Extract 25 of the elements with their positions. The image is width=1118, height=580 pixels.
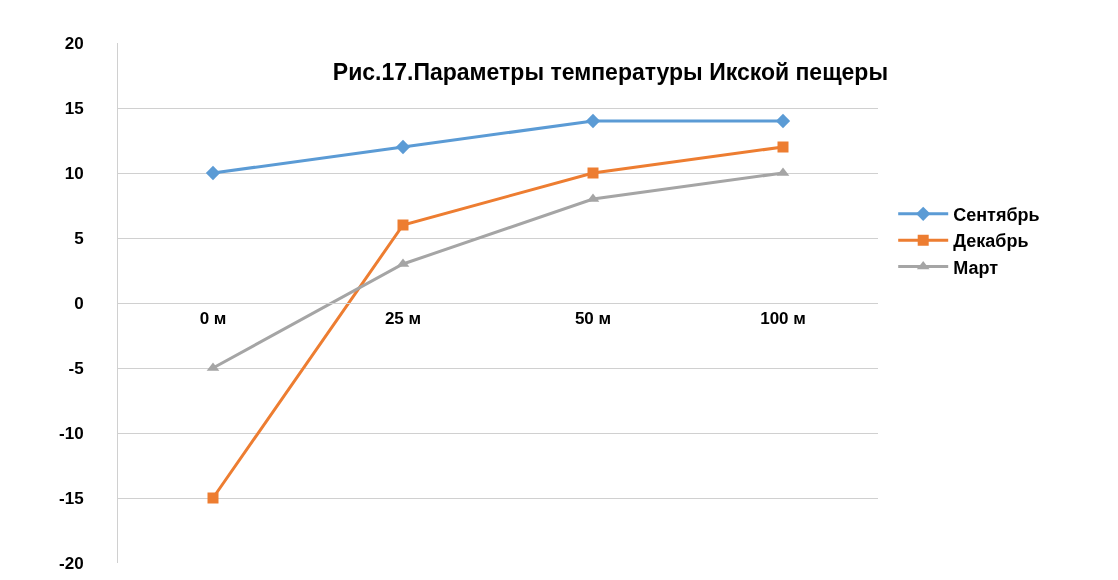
point bbox=[777, 141, 789, 153]
point bbox=[587, 167, 599, 179]
text: Рис.17.Параметры температуры Икской пещеры bbox=[332, 59, 889, 86]
point bbox=[207, 492, 219, 504]
y-tick-label: -15 bbox=[59, 488, 84, 508]
point bbox=[395, 139, 411, 155]
x-tick-label: 50 м bbox=[574, 309, 612, 329]
y-tick-label: 5 bbox=[74, 228, 84, 248]
x-tick-label: 0 м bbox=[199, 309, 227, 329]
legend-label: Март bbox=[953, 257, 999, 278]
legend-label: Декабрь bbox=[953, 231, 1029, 252]
y-tick-label: 10 bbox=[64, 163, 84, 183]
legend-label: Сентябрь bbox=[953, 204, 1040, 225]
y-tick-label: -10 bbox=[59, 423, 84, 443]
point bbox=[205, 165, 221, 181]
x-tick-label: 25 м bbox=[384, 309, 422, 329]
y-tick-label: 0 bbox=[74, 293, 84, 313]
x-tick-label: 100 м bbox=[760, 309, 806, 329]
y-tick-label: -20 bbox=[59, 553, 84, 573]
y-tick-label: -5 bbox=[68, 358, 84, 378]
point bbox=[775, 113, 791, 129]
point bbox=[585, 113, 601, 129]
y-tick-label: 20 bbox=[64, 33, 84, 53]
point bbox=[397, 219, 409, 231]
y-tick-label: 15 bbox=[64, 98, 84, 118]
